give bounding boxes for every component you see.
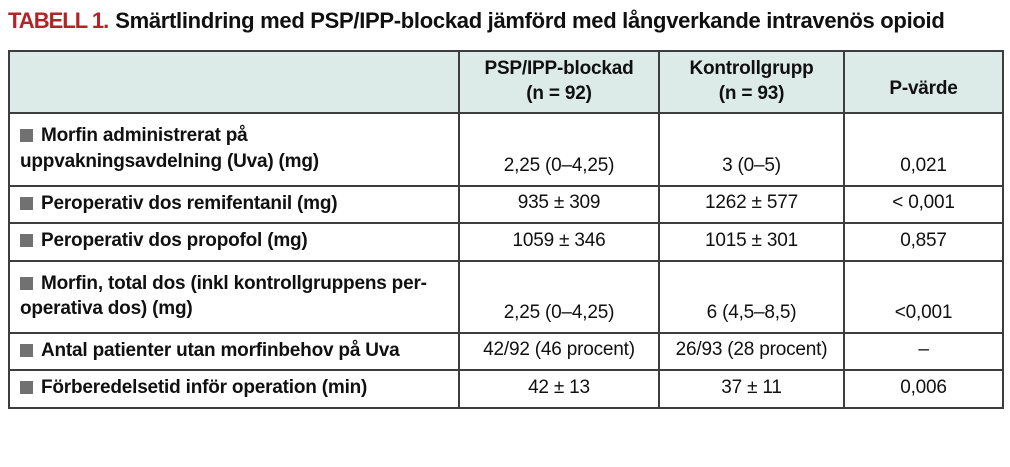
table-row: Morfin administrerat på uppvakningsavdel… [8,111,1004,187]
table-row: Förberedelsetid inför operation (min) 42… [8,368,1004,409]
kontroll-value-cell: 26/93 (28 procent) [658,331,845,371]
kontroll-value-cell: 6 (4,5–8,5) [658,259,845,334]
header-kontroll-label: Kontrollgrupp [689,57,814,79]
header-kontroll-group: Kontrollgrupp (n = 93) [658,49,845,114]
table-row: Peroperativ dos remifentanil (mg) 935 ± … [8,184,1004,224]
p-value-cell: < 0,001 [843,184,1004,224]
table-row: Peroperativ dos propofol (mg) 1059 ± 346… [8,221,1004,262]
square-bullet-icon [20,129,33,143]
row-label: Peroperativ dos remifentanil (mg) [41,192,338,214]
row-label-cell: Antal patienter utan morfinbehov på Uva [8,331,460,371]
row-label: Förberedelsetid inför operation (min) [41,377,368,399]
p-value-cell: <0,001 [843,259,1004,334]
header-row: PSP/IPP-blockad (n = 92) Kontrollgrupp (… [8,49,1004,114]
table-title: Smärtlindring med PSP/IPP-blockad jämför… [115,8,945,33]
p-value-cell: – [843,331,1004,371]
row-label: Peroperativ dos propofol (mg) [41,230,308,252]
row-label-cell: Morfin administrerat på uppvakningsavdel… [8,111,460,187]
kontroll-value-cell: 3 (0–5) [658,111,845,187]
row-label: Morfin administrerat på uppvakningsavdel… [20,125,319,172]
square-bullet-icon [20,343,33,357]
psp-value-cell: 935 ± 309 [458,184,660,224]
psp-value-cell: 2,25 (0–4,25) [458,259,660,334]
kontroll-value-cell: 1262 ± 577 [658,184,845,224]
kontroll-value-cell: 1015 ± 301 [658,221,845,262]
p-value-cell: 0,006 [843,368,1004,409]
results-table: PSP/IPP-blockad (n = 92) Kontrollgrupp (… [8,49,1004,409]
psp-value-cell: 42 ± 13 [458,368,660,409]
square-bullet-icon [20,234,33,248]
header-kontroll-n: (n = 93) [718,82,785,104]
table-row: Antal patienter utan morfinbehov på Uva … [8,331,1004,371]
square-bullet-icon [20,381,33,395]
table-body: Morfin administrerat på uppvakningsavdel… [8,111,1004,409]
header-p-value: P-värde [843,49,1004,114]
psp-value-cell: 1059 ± 346 [458,221,660,262]
row-label-cell: Morfin, total dos (inkl kontrollgruppens… [8,259,460,334]
row-label-cell: Peroperativ dos propofol (mg) [8,221,460,262]
row-label-cell: Förberedelsetid inför operation (min) [8,368,460,409]
kontroll-value-cell: 37 ± 11 [658,368,845,409]
square-bullet-icon [20,196,33,210]
row-label: Antal patienter utan morfinbehov på Uva [41,339,400,361]
p-value-cell: 0,021 [843,111,1004,187]
header-psp-n: (n = 92) [526,82,592,104]
table-number-label: TABELL 1. [8,8,109,33]
psp-value-cell: 2,25 (0–4,25) [458,111,660,187]
square-bullet-icon [20,276,33,290]
row-label-cell: Peroperativ dos remifentanil (mg) [8,184,460,224]
psp-value-cell: 42/92 (46 procent) [458,331,660,371]
header-psp-label: PSP/IPP-blockad [484,57,634,79]
table-row: Morfin, total dos (inkl kontrollgruppens… [8,259,1004,334]
header-psp-group: PSP/IPP-blockad (n = 92) [458,49,660,114]
header-rowlabel-empty [8,49,460,114]
table-caption: TABELL 1. Smärtlindring med PSP/IPP-block… [8,7,996,35]
p-value-cell: 0,857 [843,221,1004,262]
row-label: Morfin, total dos (inkl kontrollgruppens… [20,272,427,319]
